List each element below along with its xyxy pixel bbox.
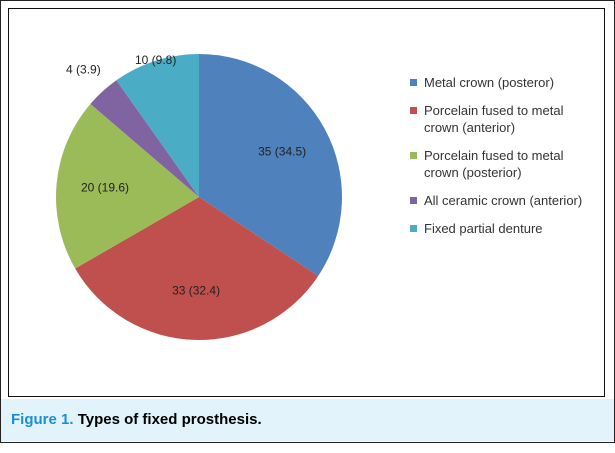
plot-area xyxy=(8,8,605,397)
legend-label: All ceramic crown (anterior) xyxy=(424,193,583,208)
legend-item: Porcelain fused to metal crown (posterio… xyxy=(410,147,600,181)
pie-slice xyxy=(90,80,199,197)
legend-swatch xyxy=(410,107,417,114)
figure-label: Figure 1. xyxy=(11,411,74,428)
legend-swatch xyxy=(410,225,417,232)
data-label: 4 (3.9) xyxy=(66,62,101,76)
data-label: 10 (9.8) xyxy=(135,53,176,67)
legend-label: Fixed partial denture xyxy=(424,221,543,236)
pie-slice xyxy=(75,197,319,340)
pie-slice xyxy=(116,54,199,197)
caption: Figure 1. Types of fixed prosthesis. xyxy=(1,399,614,441)
chart-title: Types of fixed prosthesis. xyxy=(77,411,262,428)
legend-label: Porcelain fused to metal crown (anterior… xyxy=(424,103,564,135)
data-label: 20 (19.6) xyxy=(81,180,129,194)
pie-slice xyxy=(56,103,200,269)
legend-label: Metal crown (posteror) xyxy=(424,75,555,90)
legend: Metal crown (posteror) Porcelain fused to… xyxy=(410,74,600,248)
legend-item: Fixed partial denture xyxy=(410,220,600,237)
pie-slice xyxy=(199,54,342,276)
data-label: 35 (34.5) xyxy=(258,145,306,159)
legend-swatch xyxy=(410,197,417,204)
legend-item: Metal crown (posteror) xyxy=(410,74,600,91)
legend-item: Porcelain fused to metal crown (anterior… xyxy=(410,102,600,136)
legend-swatch xyxy=(410,152,417,159)
legend-item: All ceramic crown (anterior) xyxy=(410,192,600,209)
legend-swatch xyxy=(410,79,417,86)
legend-label: Porcelain fused to metal crown (posterio… xyxy=(424,148,564,180)
data-label: 33 (32.4) xyxy=(172,284,220,298)
